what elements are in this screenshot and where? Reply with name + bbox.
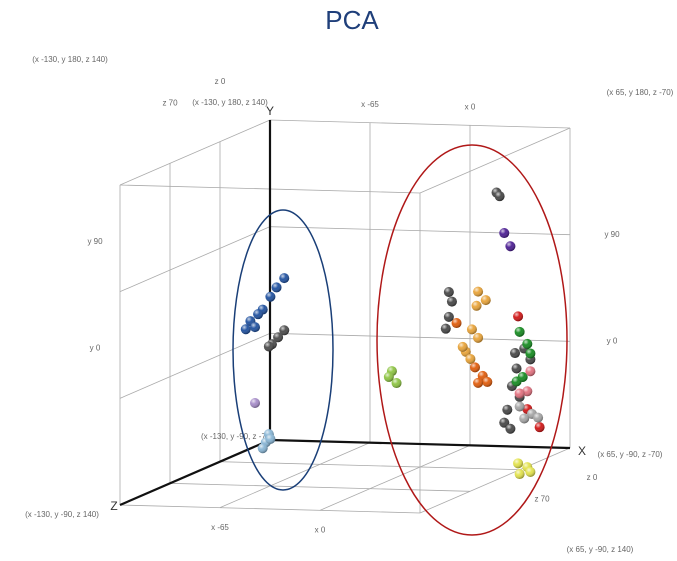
grid-line	[119, 226, 271, 293]
axes: X Y Z	[110, 104, 586, 513]
highlight	[263, 341, 274, 352]
highlight	[240, 324, 251, 335]
labels: (x -130, y 180, z 140) (x -130, y 180, z…	[25, 55, 674, 554]
highlight	[482, 376, 493, 387]
highlight	[533, 412, 544, 423]
x-tick-label: x 0	[465, 102, 476, 111]
highlight	[499, 417, 510, 428]
corner-label: (x -130, y 180, z 140)	[192, 98, 268, 107]
highlight	[494, 191, 505, 202]
highlight	[279, 273, 290, 284]
z-tick-label: z 0	[215, 77, 226, 86]
highlight	[265, 291, 276, 302]
y-tick-label: y 0	[607, 336, 618, 345]
grid-line	[219, 461, 521, 471]
highlight	[513, 458, 524, 469]
highlight	[513, 311, 524, 322]
highlight	[279, 325, 290, 336]
highlight	[473, 286, 484, 297]
frame	[119, 119, 571, 514]
highlight	[250, 397, 260, 408]
highlight	[525, 348, 536, 359]
cluster-outline	[232, 209, 334, 491]
highlight	[446, 296, 457, 307]
highlight	[505, 423, 516, 434]
axis-title: Z	[110, 499, 117, 513]
axis-title: Y	[266, 104, 274, 118]
highlight	[473, 377, 484, 388]
highlight	[465, 353, 476, 364]
highlight	[391, 378, 402, 389]
highlight	[466, 324, 477, 335]
highlight	[440, 323, 451, 334]
highlight	[511, 363, 522, 374]
box-edge	[269, 119, 571, 129]
grid-line	[219, 442, 371, 509]
box-edge	[419, 447, 571, 514]
corner-label: (x -130, y -90, z -70)	[201, 432, 273, 441]
highlight	[522, 386, 533, 397]
grid-line	[119, 332, 271, 399]
highlight	[443, 311, 454, 322]
highlight	[250, 322, 260, 333]
highlight	[517, 371, 528, 382]
highlight	[510, 348, 520, 359]
grid-line	[269, 332, 571, 342]
highlight	[473, 332, 484, 343]
corner-label: (x -130, y -90, z 140)	[25, 510, 99, 519]
grid	[119, 122, 571, 511]
highlight	[457, 341, 468, 352]
highlight	[505, 241, 516, 252]
highlight	[514, 469, 525, 480]
axis-title: X	[578, 444, 586, 458]
x-tick-label: x -65	[361, 100, 379, 109]
y-tick-label: y 90	[604, 230, 620, 239]
highlight	[525, 466, 536, 477]
highlight	[265, 433, 276, 444]
axis-line	[119, 438, 271, 507]
box-edge	[119, 119, 271, 186]
grid-line	[269, 226, 571, 236]
highlight	[470, 362, 480, 373]
highlight	[525, 366, 536, 377]
highlight	[514, 388, 525, 399]
corner-label: (x -130, y 180, z 140)	[32, 55, 108, 64]
y-tick-label: y 0	[90, 343, 101, 352]
highlight	[273, 332, 284, 343]
box-edge	[419, 127, 571, 194]
z-tick-label: z 70	[162, 98, 178, 107]
z-tick-label: z 70	[534, 494, 550, 503]
axis-line	[269, 438, 571, 450]
highlight	[443, 287, 454, 298]
highlight	[502, 404, 513, 415]
box-edge	[119, 504, 421, 514]
highlight	[499, 228, 510, 239]
highlight	[522, 338, 533, 349]
grid-line	[169, 482, 471, 492]
corner-label: (x 65, y -90, z 140)	[567, 545, 634, 554]
chart-title: PCA	[325, 5, 379, 35]
highlight	[451, 318, 462, 329]
y-tick-label: y 90	[87, 237, 103, 246]
highlight	[253, 309, 264, 320]
highlight	[534, 422, 545, 433]
grid-line	[319, 444, 471, 511]
highlight	[480, 295, 491, 306]
points	[240, 187, 545, 480]
x-tick-label: x -65	[211, 523, 229, 532]
highlight	[514, 401, 525, 412]
cluster-outline	[376, 144, 568, 536]
highlight	[471, 300, 482, 311]
highlight	[271, 282, 282, 293]
x-tick-label: x 0	[315, 525, 326, 534]
highlight	[383, 371, 394, 382]
highlight	[257, 443, 268, 454]
corner-label: (x 65, y -90, z -70)	[598, 450, 663, 459]
corner-label: (x 65, y 180, z -70)	[607, 88, 674, 97]
z-tick-label: z 0	[587, 473, 598, 482]
highlight	[519, 413, 530, 424]
highlight	[514, 326, 525, 337]
